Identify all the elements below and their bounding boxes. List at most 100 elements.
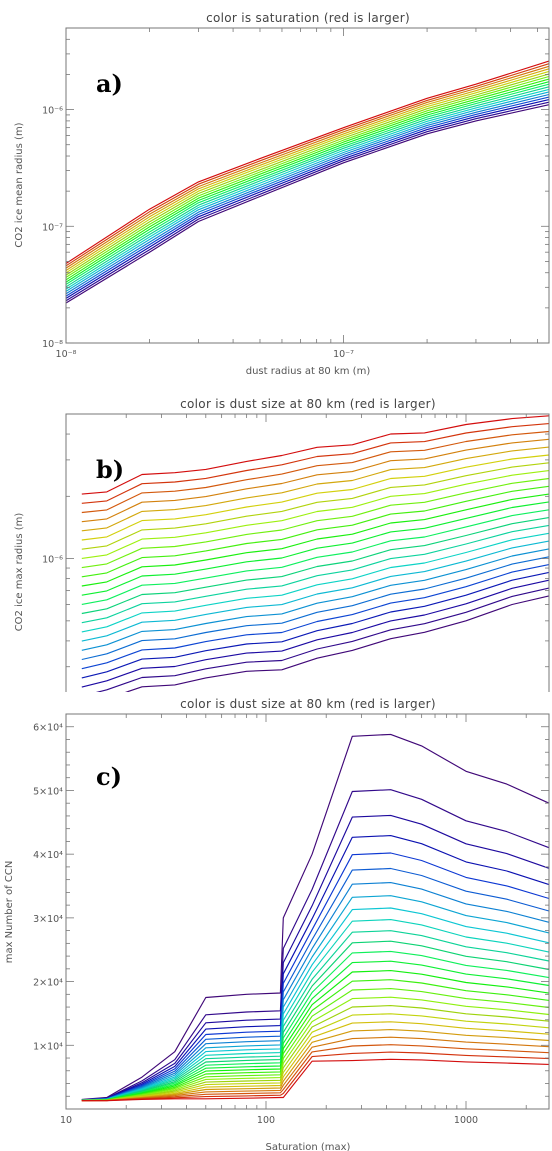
series-line-6 xyxy=(81,556,550,661)
series-line-11 xyxy=(65,78,550,281)
series-line-3 xyxy=(65,99,550,299)
series-line-16 xyxy=(65,65,550,269)
series-line-13 xyxy=(81,950,550,1101)
series-line-17 xyxy=(65,63,550,267)
series-line-2 xyxy=(95,587,550,692)
y-tick-label: 2×10⁴ xyxy=(33,978,63,989)
series-line-14 xyxy=(81,960,550,1101)
series-line-19 xyxy=(81,1005,550,1102)
x-tick-label: 100 xyxy=(257,1115,275,1126)
plot-frame xyxy=(65,713,550,1110)
series-line-17 xyxy=(81,988,550,1101)
series-line-26 xyxy=(81,1058,550,1102)
series-line-19 xyxy=(81,454,550,541)
series-line-17 xyxy=(81,470,550,559)
chart-title: color is saturation (red is larger) xyxy=(206,11,410,25)
series-line-12 xyxy=(81,940,550,1101)
series-line-15 xyxy=(81,485,550,578)
plot-frame xyxy=(65,413,550,692)
series-line-10 xyxy=(65,81,550,283)
series-line-8 xyxy=(81,895,550,1101)
series-line-16 xyxy=(81,477,550,569)
series-group xyxy=(65,60,550,304)
series-line-9 xyxy=(65,83,550,285)
y-tick-label: 4×10⁴ xyxy=(33,850,63,861)
series-line-6 xyxy=(65,91,550,292)
series-group xyxy=(81,415,550,692)
series-line-15 xyxy=(65,68,550,271)
x-tick-label: 10⁻⁸ xyxy=(56,349,77,360)
chart-title: color is dust size at 80 km (red is larg… xyxy=(180,697,436,711)
series-line-11 xyxy=(81,930,550,1101)
series-line-4 xyxy=(81,835,550,1101)
panel-label: b) xyxy=(96,455,124,484)
series-line-10 xyxy=(81,524,550,624)
chart-title: color is dust size at 80 km (red is larg… xyxy=(180,397,436,411)
plot-frame xyxy=(65,27,550,344)
series-line-5 xyxy=(65,93,550,295)
series-line-21 xyxy=(81,438,550,523)
y-tick-label: 10⁻⁶ xyxy=(42,555,63,566)
y-tick-label: 10⁻⁶ xyxy=(42,106,63,117)
y-axis-label: CO2 ice mean radius (m) xyxy=(14,122,25,247)
series-line-3 xyxy=(81,579,550,688)
series-line-24 xyxy=(81,1044,550,1102)
series-line-2 xyxy=(65,101,550,302)
chart-panel-c: 10 100 1000 1×10⁴ 2×10⁴ 3×10⁴ 4×10⁴ 5×10⁴ 6×10⁴ c… xyxy=(4,697,550,1151)
series-line-20 xyxy=(81,1013,550,1102)
series-line-4 xyxy=(81,571,550,679)
y-axis-label: max Number of CCN xyxy=(4,861,15,964)
series-line-13 xyxy=(81,501,550,596)
series-line-9 xyxy=(81,532,550,633)
series-line-7 xyxy=(81,548,550,651)
series-line-22 xyxy=(81,430,550,514)
series-line-10 xyxy=(81,919,550,1101)
x-tick-label: 10 xyxy=(60,1115,72,1126)
series-line-11 xyxy=(81,517,550,615)
series-line-13 xyxy=(65,73,550,276)
series-line-2 xyxy=(81,789,550,1101)
series-line-6 xyxy=(81,867,550,1101)
series-line-12 xyxy=(65,75,550,278)
series-line-1 xyxy=(124,595,550,692)
series-line-4 xyxy=(65,96,550,297)
series-line-20 xyxy=(81,446,550,532)
series-line-18 xyxy=(65,60,550,264)
series-line-22 xyxy=(81,1029,550,1102)
series-line-25 xyxy=(81,1051,550,1102)
y-tick-label: 10⁻⁷ xyxy=(42,222,63,233)
series-line-7 xyxy=(65,88,550,290)
panel-label: a) xyxy=(96,69,123,98)
series-line-18 xyxy=(81,996,550,1102)
series-line-23 xyxy=(81,1036,550,1102)
panel-label: c) xyxy=(96,762,122,791)
series-line-16 xyxy=(81,979,550,1101)
series-line-3 xyxy=(81,814,550,1101)
series-line-18 xyxy=(81,462,550,550)
series-line-24 xyxy=(81,415,550,495)
series-group xyxy=(81,733,550,1102)
series-line-8 xyxy=(65,86,550,288)
series-line-9 xyxy=(81,907,550,1101)
series-line-5 xyxy=(81,852,550,1101)
y-tick-label: 6×10⁴ xyxy=(33,723,63,734)
series-line-1 xyxy=(65,104,550,304)
x-axis-label: dust radius at 80 km (m) xyxy=(246,366,371,377)
y-tick-label: 1×10⁴ xyxy=(33,1041,63,1052)
series-line-21 xyxy=(81,1021,550,1102)
x-axis-label: Saturation (max) xyxy=(266,1142,351,1151)
series-line-15 xyxy=(81,970,550,1101)
series-line-1 xyxy=(81,733,550,1100)
chart-panel-a: 10⁻⁸ 10⁻⁷ 10⁻⁸ 10⁻⁷ 10⁻⁶ color is saturation … xyxy=(14,11,550,377)
series-line-8 xyxy=(81,540,550,642)
x-tick-label: 10⁻⁷ xyxy=(333,349,354,360)
series-line-14 xyxy=(65,70,550,274)
series-line-14 xyxy=(81,493,550,587)
series-line-5 xyxy=(81,564,550,670)
y-tick-label: 10⁻⁸ xyxy=(42,339,63,350)
y-tick-label: 5×10⁴ xyxy=(33,786,63,797)
y-tick-label: 3×10⁴ xyxy=(33,914,63,925)
series-line-23 xyxy=(81,423,550,504)
x-tick-label: 1000 xyxy=(454,1115,478,1126)
